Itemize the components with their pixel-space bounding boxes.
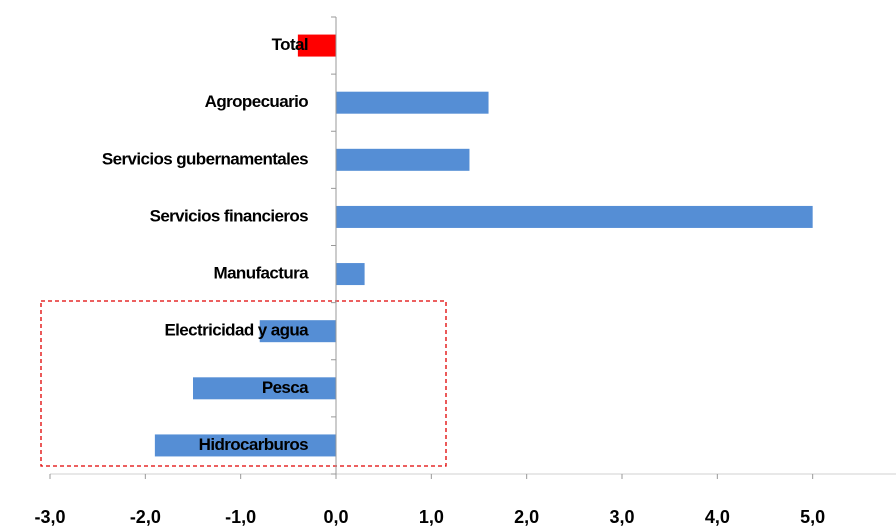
y-tick-label: Agropecuario xyxy=(205,92,309,111)
x-tick-label: 0,0 xyxy=(323,507,348,527)
x-tick-label: -1,0 xyxy=(225,507,256,527)
bar xyxy=(193,377,336,400)
bar xyxy=(336,148,470,171)
x-tick-label: -3,0 xyxy=(34,507,65,527)
x-tick-label: 2,0 xyxy=(514,507,539,527)
highlight-box xyxy=(40,300,447,467)
y-tick-label: Pesca xyxy=(262,378,309,397)
x-tick-label: -2,0 xyxy=(130,507,161,527)
y-tick-label: Servicios gubernamentales xyxy=(102,149,308,168)
bar xyxy=(336,91,489,114)
y-tick-label: Manufactura xyxy=(214,264,310,283)
x-tick-label: 4,0 xyxy=(705,507,730,527)
bar xyxy=(154,434,336,457)
bar xyxy=(259,320,336,343)
x-tick-label: 1,0 xyxy=(419,507,444,527)
bar xyxy=(297,34,336,57)
x-tick-label: 5,0 xyxy=(800,507,825,527)
bar xyxy=(336,263,365,286)
y-tick-label: Total xyxy=(272,35,308,54)
y-tick-label: Hidrocarburos xyxy=(199,435,308,454)
x-tick-label: 3,0 xyxy=(609,507,634,527)
y-tick-label: Electricidad y agua xyxy=(164,321,309,340)
bar xyxy=(336,205,813,228)
y-tick-label: Servicios financieros xyxy=(150,206,309,225)
